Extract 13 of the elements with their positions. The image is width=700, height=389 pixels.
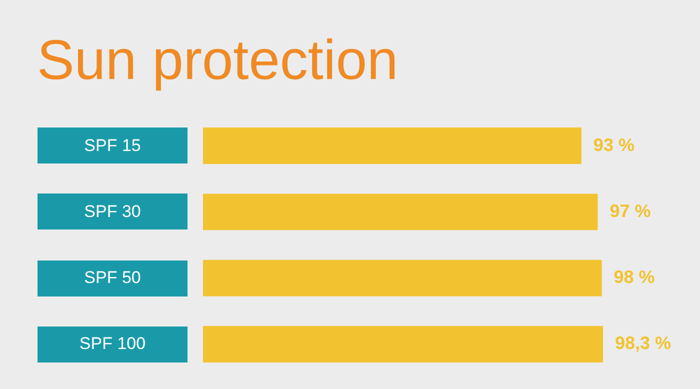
data-label: 93 % — [593, 134, 634, 155]
y-tick-label: SPF 30 — [84, 202, 141, 221]
data-label: 97 % — [610, 200, 651, 221]
bar — [203, 326, 603, 362]
data-label: 98,3 % — [615, 333, 672, 354]
y-tick-label: SPF 15 — [84, 136, 141, 155]
data-label: 98 % — [614, 267, 655, 288]
chart-title: Sun protection — [37, 28, 398, 91]
y-tick-label: SPF 100 — [79, 334, 146, 354]
bar — [203, 194, 598, 230]
bar — [203, 128, 582, 164]
y-tick-label: SPF 50 — [84, 268, 141, 288]
bar — [203, 260, 602, 296]
